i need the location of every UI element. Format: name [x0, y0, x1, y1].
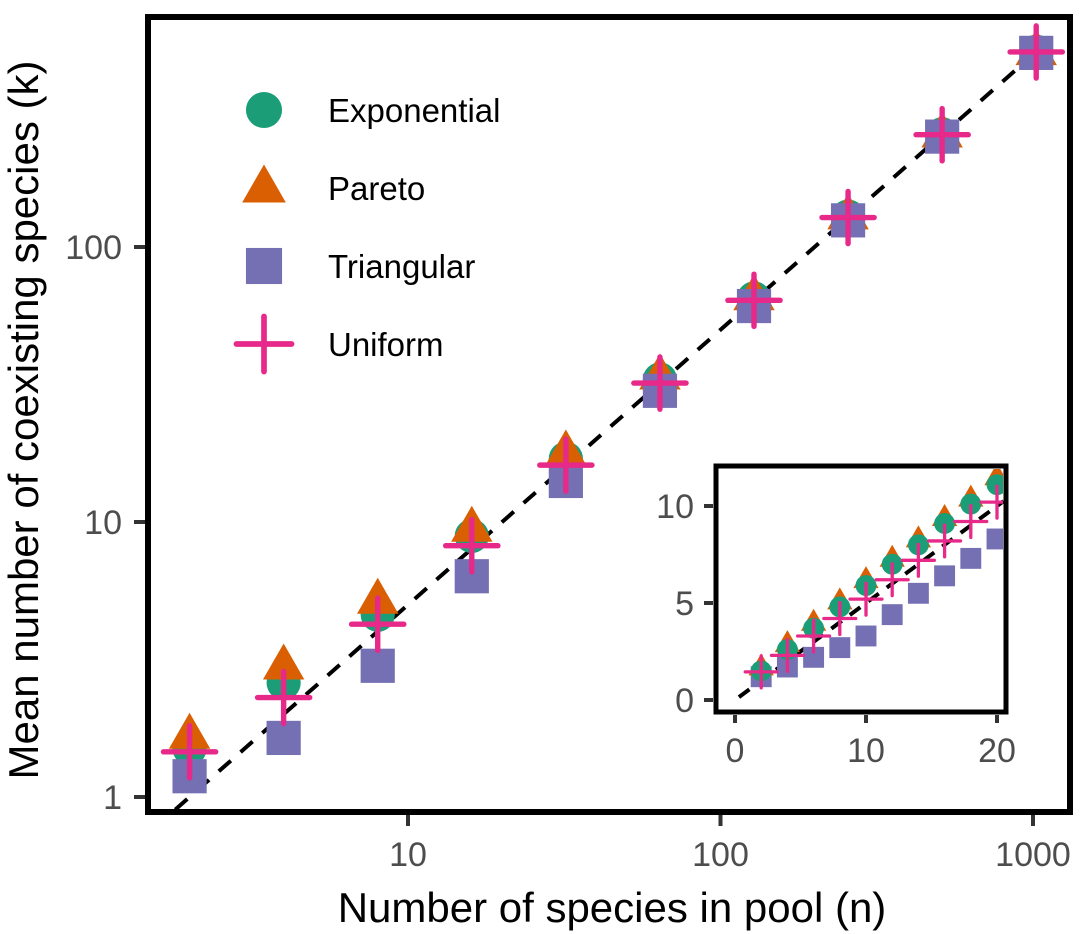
inset-point-triangular-8 [829, 637, 851, 659]
main-x-tick-label: 10 [389, 836, 427, 874]
legend-exponential-circle-icon [245, 91, 283, 129]
inset-y-tick-label: 0 [675, 682, 694, 720]
main-point-uniform-1024 [1007, 23, 1066, 81]
main-y-ticks: 1 10 100 [65, 229, 145, 817]
legend-label: Exponential [328, 92, 500, 129]
inset-point-triangular-16 [934, 565, 956, 587]
main-reference-line [173, 41, 1048, 812]
main-point-uniform-512 [913, 105, 971, 164]
inset-point-uniform-10 [848, 581, 884, 617]
main-point-triangular-8 [360, 648, 395, 683]
inset-point-triangular-10 [855, 625, 877, 647]
inset-point-exponential-20 [986, 474, 1003, 496]
main-y-tick-label: 1 [103, 779, 122, 817]
inset-point-uniform-6 [796, 618, 832, 654]
main-point-uniform-4 [254, 668, 313, 727]
legend-triangular-square-icon [245, 247, 283, 285]
legend-label: Uniform [328, 326, 444, 363]
legend-item-pareto: Pareto [242, 164, 425, 207]
inset-point-uniform-18 [953, 503, 989, 540]
inset-panel: 0 10 20 0 5 10 [656, 463, 1016, 770]
inset-point-triangular-6 [803, 646, 825, 668]
legend-item-uniform: Uniform [233, 313, 444, 375]
inset-plot-border [713, 463, 1009, 715]
main-point-triangular-4 [266, 720, 301, 756]
inset-x-tick-label: 10 [847, 732, 885, 770]
inset-x-tick-label: 0 [726, 732, 745, 770]
x-axis-title: Number of species in pool (n) [338, 884, 887, 931]
inset-point-uniform-16 [927, 523, 963, 559]
legend-label: Pareto [328, 170, 425, 207]
inset-y-ticks: 0 5 10 [656, 488, 713, 720]
inset-point-uniform-2 [743, 654, 779, 690]
main-point-uniform-256 [819, 188, 877, 247]
inset-point-uniform-8 [822, 600, 858, 637]
main-point-uniform-128 [725, 271, 783, 330]
legend-uniform-cross-icon [233, 313, 295, 375]
inset-x-tick-label: 20 [978, 732, 1016, 770]
main-y-tick-label: 100 [65, 229, 122, 267]
main-y-tick-label: 10 [84, 504, 122, 542]
inset-y-tick-label: 10 [656, 488, 694, 526]
main-point-uniform-16 [442, 516, 501, 575]
inset-point-uniform-20 [979, 484, 1003, 520]
main-point-uniform-8 [348, 595, 407, 653]
main-point-uniform-2 [160, 723, 219, 781]
main-x-ticks: 10 100 1000 [389, 815, 1071, 874]
inset-point-triangular-20 [986, 528, 1003, 550]
y-axis-title: Mean number of coexisting species (k) [0, 61, 47, 780]
inset-point-triangular-12 [881, 604, 903, 626]
legend-pareto-triangle-icon [242, 164, 286, 203]
legend-label: Triangular [328, 248, 475, 285]
inset-points-group [743, 469, 1003, 690]
inset-point-triangular-18 [960, 547, 982, 569]
inset-point-uniform-4 [769, 637, 805, 673]
main-x-tick-label: 1000 [995, 836, 1071, 874]
legend-item-triangular: Triangular [245, 247, 475, 285]
inset-point-triangular-14 [907, 582, 929, 604]
main-x-tick-label: 100 [692, 836, 749, 874]
legend: Exponential Pareto Triangular Uniform [233, 91, 500, 375]
inset-point-uniform-14 [900, 542, 936, 578]
main-points-group [160, 23, 1066, 794]
inset-point-uniform-12 [874, 562, 910, 598]
main-plot-border [145, 14, 1073, 815]
inset-y-tick-label: 5 [675, 585, 694, 623]
main-reference-line-group [173, 41, 1048, 812]
inset-x-ticks: 0 10 20 [726, 715, 1016, 770]
legend-item-exponential: Exponential [245, 91, 500, 129]
main-point-pareto-4 [262, 643, 305, 680]
main-point-uniform-32 [537, 436, 595, 494]
main-point-uniform-64 [631, 354, 689, 412]
